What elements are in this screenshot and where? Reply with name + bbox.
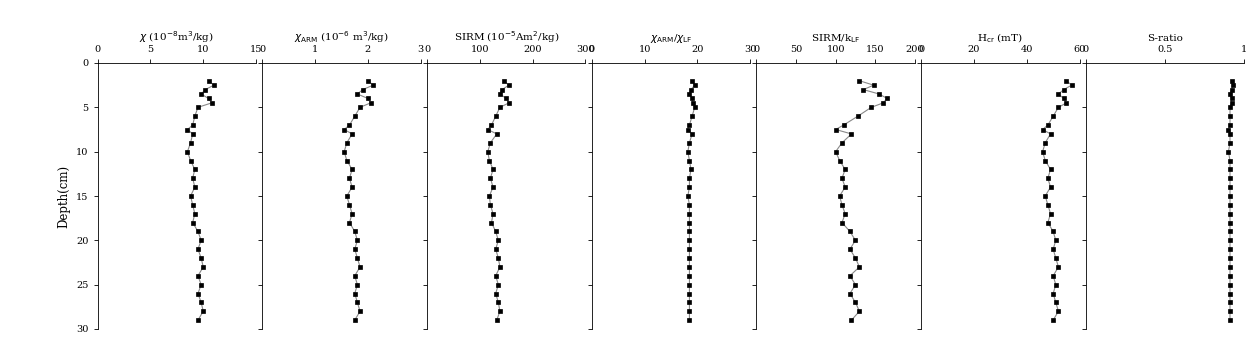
Y-axis label: Depth(cm): Depth(cm) [58, 164, 71, 228]
Title: $\chi_{\rm ARM}$ (10$^{-6}$ m$^3$/kg): $\chi_{\rm ARM}$ (10$^{-6}$ m$^3$/kg) [294, 29, 389, 45]
Title: $\chi_{\rm ARM}$/$\chi_{\rm LF}$: $\chi_{\rm ARM}$/$\chi_{\rm LF}$ [650, 32, 692, 45]
Title: S-ratio: S-ratio [1147, 34, 1183, 43]
Title: SIRM (10$^{-5}$Am$^2$/kg): SIRM (10$^{-5}$Am$^2$/kg) [454, 29, 559, 45]
Title: $\chi$ (10$^{-8}$m$^3$/kg): $\chi$ (10$^{-8}$m$^3$/kg) [140, 29, 214, 45]
Title: H$_{\rm cr}$ (mT): H$_{\rm cr}$ (mT) [978, 31, 1023, 44]
Title: SIRM/k$_{\rm LF}$: SIRM/k$_{\rm LF}$ [811, 32, 861, 44]
